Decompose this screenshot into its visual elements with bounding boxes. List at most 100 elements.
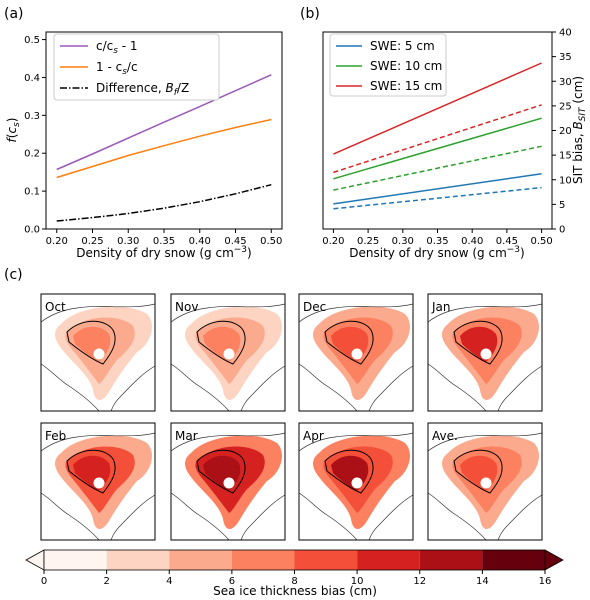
ice-edge-contour — [324, 320, 374, 365]
panel-b-xtick-label: 0.35 — [426, 236, 448, 247]
map-frame — [427, 293, 543, 412]
pole-hole — [93, 477, 105, 489]
colorbar-tick-label: 10 — [351, 576, 364, 587]
land-north-america — [428, 363, 487, 411]
map-frame — [427, 422, 543, 541]
panel-b-ytick-label: 20 — [559, 126, 572, 137]
panel-b-ytick-label: 30 — [559, 77, 572, 88]
panel-a-xtick-label: 0.50 — [260, 236, 282, 247]
panel-a-ytick-label: 0.4 — [24, 73, 40, 84]
map-mar: Mar — [170, 422, 286, 541]
land-north-america — [299, 492, 358, 540]
map-month-label: Apr — [303, 429, 324, 443]
land-north-america — [171, 492, 230, 540]
colorbar-bin — [106, 550, 170, 570]
panel-b-series-5-line — [333, 104, 542, 174]
panel-b-xtick-label: 0.40 — [461, 236, 483, 247]
legend-b-label-2: SWE: 10 cm — [370, 59, 442, 73]
panel-a-ytick-label: 0.3 — [24, 111, 40, 122]
colorbar-tick-label: 0 — [41, 576, 47, 587]
panel-label-b: (b) — [300, 6, 320, 22]
panel-a-xtick-label: 0.30 — [117, 236, 139, 247]
panel-b-ytick-label: 35 — [559, 52, 572, 63]
panel-label-c: (c) — [4, 267, 23, 283]
panel-a-ytick-label: 0.5 — [24, 35, 40, 46]
panel-a-series-2-line — [56, 183, 272, 222]
colorbar-tick-label: 14 — [476, 576, 489, 587]
colorbar: 0 2 4 6 8 10 12 14 16 Sea ice thickness bias (cm… — [25, 549, 564, 598]
map-month-label: Dec — [303, 300, 326, 314]
map-month-label: Oct — [45, 300, 66, 314]
panel-a-xtick-label: 0.40 — [189, 236, 211, 247]
panel-c-maps: Oct Nov Dec Jan Feb Mar Apr Ave. — [40, 293, 543, 541]
panel-b-series-1-line — [333, 117, 542, 180]
pole-hole — [223, 477, 235, 489]
land-north-america — [171, 363, 230, 411]
map-frame — [170, 422, 286, 541]
colorbar-extend-min — [25, 549, 45, 571]
pole-hole — [480, 348, 492, 360]
panel-a-xtick-label: 0.45 — [224, 236, 246, 247]
panel-b-series-2-line — [333, 62, 542, 155]
land-greenland — [110, 494, 155, 540]
panel-b-xlabel: Density of dry snow (g cm−3) — [349, 245, 524, 260]
colorbar-tick-label: 6 — [229, 576, 235, 587]
map-ave: Ave. — [427, 422, 543, 541]
panel-a-xtick-label: 0.25 — [81, 236, 103, 247]
panel-label-a: (a) — [4, 6, 24, 22]
land-north-america — [41, 363, 100, 411]
panel-a-ytick-label: 0.2 — [24, 149, 40, 160]
pole-hole — [223, 348, 235, 360]
panel-b-series-4-line — [333, 145, 542, 191]
ice-edge-contour — [196, 320, 246, 365]
panel-b-series-0-line — [333, 173, 542, 205]
legend-a-label-2: 1 - cs/c — [96, 60, 138, 77]
map-frame — [298, 293, 414, 412]
ice-edge-contour — [324, 449, 374, 494]
map-frame — [40, 293, 156, 412]
ice-edge-contour — [453, 320, 503, 365]
map-month-label: Jan — [431, 300, 451, 314]
panel-a-xtick-label: 0.20 — [46, 236, 68, 247]
legend-b-label-1: SWE: 5 cm — [370, 39, 435, 53]
land-greenland — [110, 365, 155, 411]
panel-a-xlabel: Density of dry snow (g cm−3) — [76, 245, 251, 260]
map-frame — [298, 422, 414, 541]
map-month-label: Nov — [175, 300, 198, 314]
map-month-label: Mar — [175, 429, 198, 443]
colorbar-bin — [44, 550, 107, 570]
map-jan: Jan — [427, 293, 543, 412]
colorbar-bin — [357, 550, 420, 570]
colorbar-bin — [419, 550, 483, 570]
panel-b-ytick-label: 5 — [559, 200, 565, 211]
map-month-label: Ave. — [432, 429, 458, 443]
land-eurasia — [171, 423, 285, 452]
land-eurasia — [428, 423, 542, 452]
panel-b-ylabel: SIT bias, BSIT (cm) — [571, 76, 588, 184]
panel-a-ylabel: f(cs) — [5, 118, 22, 143]
land-greenland — [240, 494, 285, 540]
panel-b-xtick-label: 0.50 — [530, 236, 552, 247]
panel-b-xtick-label: 0.30 — [392, 236, 414, 247]
map-frame — [170, 293, 286, 412]
pole-hole — [93, 348, 105, 360]
panel-b-ytick-label: 40 — [559, 28, 572, 39]
panel-b-xtick-label: 0.20 — [322, 236, 344, 247]
ice-edge-contour — [66, 449, 116, 494]
colorbar-tick-label: 4 — [166, 576, 172, 587]
colorbar-bin — [231, 550, 295, 570]
ice-edge-contour — [66, 320, 116, 365]
pole-hole — [351, 348, 363, 360]
land-north-america — [41, 492, 100, 540]
panel-b-ytick-label: 25 — [559, 101, 572, 112]
land-eurasia — [41, 423, 155, 452]
land-north-america — [299, 363, 358, 411]
land-eurasia — [299, 423, 413, 452]
colorbar-tick-label: 2 — [103, 576, 109, 587]
colorbar-bin — [482, 550, 545, 570]
land-eurasia — [428, 294, 542, 323]
panel-b-ytick-label: 0 — [559, 225, 565, 236]
panel-b-plot: 0.20 0.25 0.30 0.35 0.40 0.45 0.50 0 5 10 15 20 25 30… — [322, 28, 588, 261]
panel-a-ytick-label: 0.0 — [24, 225, 40, 236]
